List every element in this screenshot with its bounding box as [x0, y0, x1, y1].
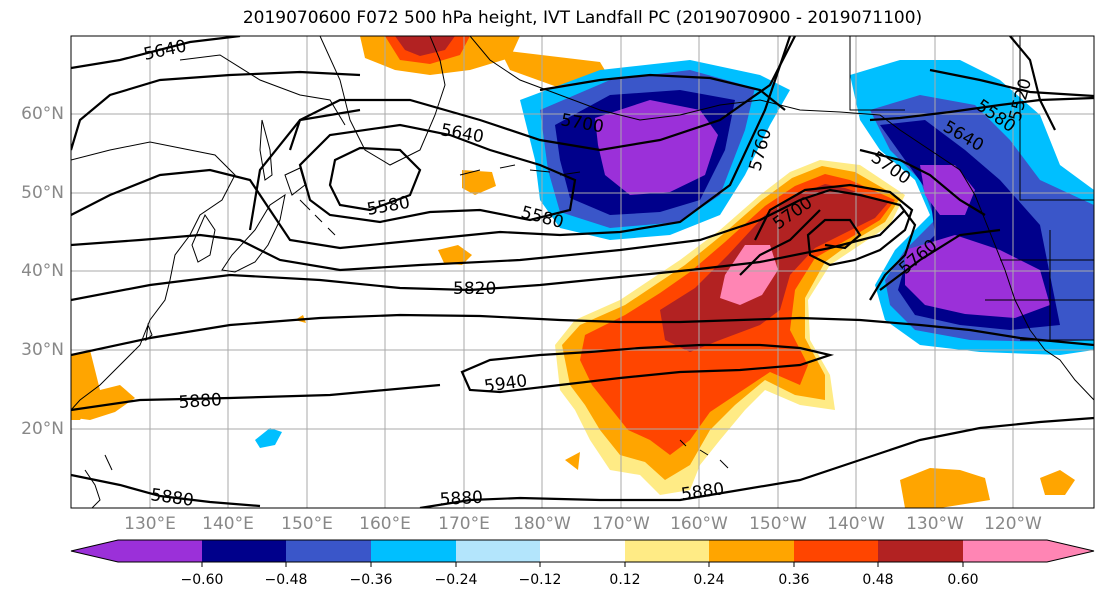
colorbar	[70, 539, 1095, 567]
height-contours	[71, 36, 1094, 508]
colorbar-tick-label: 0.60	[947, 572, 979, 588]
colorbar-tick-label: −0.60	[180, 572, 224, 588]
contour-label: 5880	[149, 485, 195, 511]
hawaii-islands	[679, 439, 729, 469]
colorbar-swatch	[540, 540, 625, 562]
colorbar-swatch	[625, 540, 709, 562]
gridlines	[71, 36, 1094, 508]
contour-5880-south	[71, 383, 441, 412]
contour-south-1	[71, 313, 1094, 357]
colorbar-swatch	[794, 540, 878, 562]
contour-label: 5820	[453, 279, 496, 299]
philippines-coastline	[84, 454, 113, 508]
colorbar-swatch	[709, 540, 794, 562]
lon-label: 130°W	[906, 514, 964, 534]
colorbar-tick-label: −0.12	[518, 572, 562, 588]
contour-5580-inner	[328, 146, 422, 212]
map-frame	[70, 35, 1095, 509]
contour-5640-loop	[288, 36, 796, 152]
colorbar-swatch	[71, 540, 202, 562]
contour-5820	[71, 209, 906, 302]
colorbar-swatch	[456, 540, 540, 562]
colorbar-tick-label: −0.48	[264, 572, 308, 588]
contour-outer-west	[71, 70, 361, 151]
contour-5640-west	[71, 36, 241, 70]
contour-5640-east	[869, 96, 1094, 122]
lat-label: 60°N	[21, 104, 64, 124]
asia-coastline	[71, 141, 236, 411]
contour-5760	[739, 209, 821, 276]
contour-5880-bottom-mid	[419, 416, 1094, 508]
lon-label: 160°W	[670, 514, 728, 534]
contour-mid-3	[71, 188, 917, 301]
colorbar-swatch	[286, 540, 371, 562]
colorbar-swatch	[963, 540, 1094, 562]
alaska-coastline	[469, 36, 1094, 401]
contour-mid-1	[248, 108, 361, 231]
colorbar-swatch	[878, 540, 963, 562]
aleutian-islands	[459, 164, 581, 176]
contour-mid-2	[71, 36, 792, 250]
japan-coastline	[221, 193, 286, 273]
lat-label: 50°N	[21, 183, 64, 203]
contour-5580-outer	[298, 123, 577, 224]
lon-label: 170°W	[592, 514, 650, 534]
contour-label: 5880	[439, 488, 483, 510]
lat-label: 30°N	[21, 340, 64, 360]
contour-5640-alaska	[539, 73, 786, 111]
kuril-islands	[299, 199, 336, 236]
lat-label: 20°N	[21, 419, 64, 439]
colorbar-swatch	[371, 540, 456, 562]
lon-label: 160°E	[359, 514, 411, 534]
lon-label: 140°W	[827, 514, 885, 534]
contour-5520-east	[1009, 36, 1056, 131]
contour-5700-east	[859, 148, 986, 216]
map-title: 2019070600 F072 500 hPa height, IVT Land…	[242, 8, 923, 28]
contour-5580-east	[929, 68, 1094, 98]
lon-label: 150°W	[749, 514, 807, 534]
lon-label: 180°W	[513, 514, 571, 534]
colorbar-tick-label: −0.24	[434, 572, 478, 588]
korea-coastline	[191, 213, 216, 263]
contour-label: 5880	[178, 390, 223, 413]
lon-label: 120°W	[984, 514, 1042, 534]
contour-5700-trough	[754, 183, 914, 267]
colorbar-tick-label: 0.36	[778, 572, 810, 588]
colorbar-tick-label: 0.48	[862, 572, 894, 588]
colorbar-tick-label: −0.36	[349, 572, 393, 588]
lon-label: 150°E	[281, 514, 333, 534]
lon-label: 140°E	[202, 514, 254, 534]
colorbar-tick-label: 0.24	[693, 572, 725, 588]
lon-label: 170°E	[438, 514, 490, 534]
contour-5880-bottom-left	[71, 473, 261, 508]
colorbar-swatch	[202, 540, 286, 562]
sakhalin-coastline	[259, 119, 273, 181]
contour-5760-east	[879, 228, 1001, 291]
colorbar-tick-label: 0.12	[609, 572, 641, 588]
lon-label: 130°E	[124, 514, 176, 534]
contour-5940	[460, 343, 835, 394]
positive-anomaly-region-north-inner	[395, 36, 455, 56]
lat-label: 40°N	[21, 261, 64, 281]
